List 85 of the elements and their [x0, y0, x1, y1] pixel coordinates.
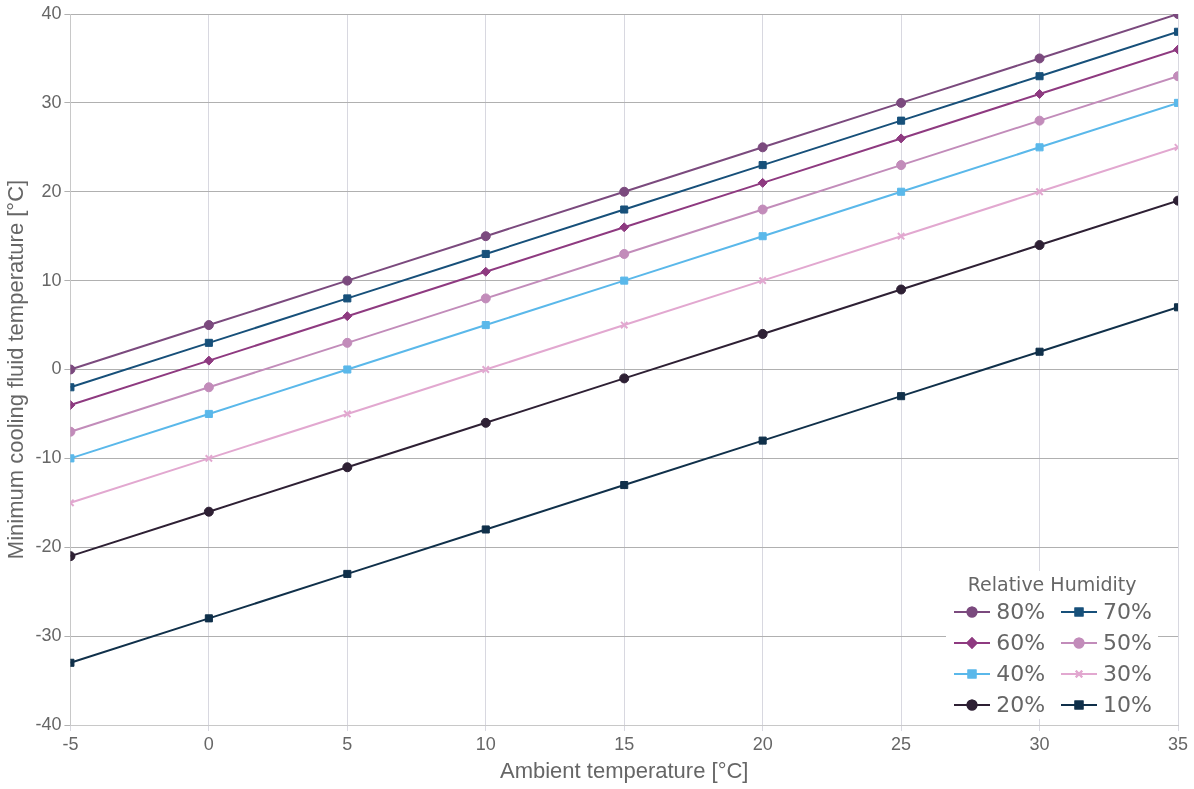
point [203, 382, 214, 393]
x-tick-label: 15 [614, 733, 635, 754]
point [1034, 115, 1045, 126]
point [481, 321, 490, 330]
point [897, 392, 906, 401]
point [896, 160, 907, 171]
point [1034, 53, 1045, 64]
point [757, 204, 768, 215]
point [204, 454, 214, 463]
point [896, 232, 906, 241]
y-tick-label: 30 [41, 91, 62, 112]
point [1035, 347, 1044, 356]
point [343, 365, 352, 374]
point [481, 249, 490, 258]
x-tick-label: 25 [891, 733, 912, 754]
legend-label: 40% [996, 661, 1046, 686]
point [343, 294, 352, 303]
legend-label: 60% [996, 630, 1046, 655]
point [480, 266, 491, 277]
legend-label: 30% [1103, 661, 1152, 686]
point [203, 506, 214, 517]
point [480, 417, 491, 428]
point [619, 222, 630, 233]
x-tick-label: 0 [203, 733, 214, 754]
point [758, 436, 767, 445]
point [757, 177, 768, 188]
point [897, 116, 906, 125]
point [896, 97, 907, 108]
x-tick-label: 20 [752, 733, 773, 754]
point [480, 293, 491, 304]
point [896, 284, 907, 295]
point [203, 320, 214, 331]
point [897, 187, 906, 196]
point [480, 231, 491, 242]
point [620, 205, 629, 214]
y-tick-label: -30 [35, 625, 62, 646]
point [1034, 240, 1045, 251]
point [343, 569, 352, 578]
x-tick-label: -5 [62, 733, 79, 754]
point [481, 365, 490, 374]
y-tick-label: 40 [41, 2, 62, 23]
point [203, 355, 214, 366]
point [757, 328, 768, 339]
point [620, 320, 629, 330]
point [342, 275, 353, 286]
legend-title: Relative Humidity [966, 573, 1138, 595]
y-axis-title: Minimum cooling fluid temperature [°C] [3, 179, 29, 560]
x-tick-label: 10 [475, 733, 496, 754]
point [1034, 88, 1045, 99]
point [620, 481, 629, 490]
point [204, 338, 213, 347]
point [619, 248, 630, 259]
y-tick-label: 0 [51, 358, 62, 379]
point [619, 186, 630, 197]
y-tick-label: 10 [41, 269, 62, 290]
legend-label: 10% [1103, 692, 1152, 717]
point [204, 409, 213, 418]
point [481, 525, 490, 534]
point [896, 133, 907, 144]
y-tick-label: -40 [35, 713, 62, 734]
y-tick-label: -20 [35, 536, 62, 557]
x-tick-label: 35 [1167, 733, 1189, 754]
point [342, 462, 353, 473]
point [1035, 143, 1044, 152]
x-axis-title: Ambient temperature [°C] [499, 757, 749, 783]
y-tick-label: 20 [41, 180, 62, 201]
point [342, 311, 353, 322]
point [758, 161, 767, 170]
legend-label: 20% [996, 692, 1046, 717]
point [204, 614, 213, 623]
legend-label: 80% [996, 599, 1046, 624]
point [758, 232, 767, 241]
point [1035, 72, 1044, 81]
x-tick-label: 5 [342, 733, 353, 754]
point [757, 142, 768, 153]
point [620, 276, 629, 285]
legend-label: 70% [1103, 599, 1152, 624]
point [343, 409, 352, 419]
y-tick-label: -10 [35, 447, 62, 468]
x-tick-label: 30 [1029, 733, 1050, 754]
legend-label: 50% [1103, 630, 1152, 655]
point [758, 276, 767, 285]
point [1035, 187, 1044, 196]
point [342, 337, 353, 348]
point [619, 373, 630, 384]
